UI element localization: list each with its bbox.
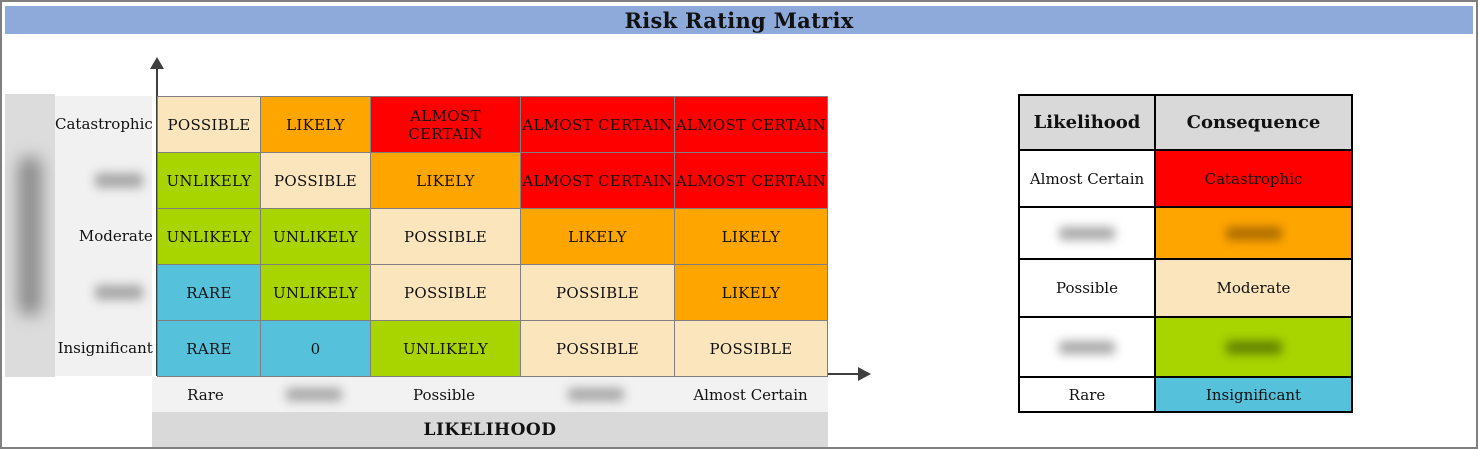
legend-row: Almost Certain Catastrophic <box>1020 151 1351 208</box>
matrix-cell: 0 <box>261 321 370 376</box>
x-axis-title: LIKELIHOOD <box>152 412 828 447</box>
matrix-cell: POSSIBLE <box>521 321 674 376</box>
legend-row <box>1020 208 1351 260</box>
legend-header-consequence: Consequence <box>1156 96 1351 149</box>
legend-likelihood-cell <box>1020 318 1156 376</box>
legend-header-likelihood: Likelihood <box>1020 96 1156 149</box>
y-axis-labels: Catastrophic Moderate Insignificant <box>55 96 153 376</box>
matrix-cell: ALMOST CERTAIN <box>675 153 827 208</box>
x-axis-tick: Rare <box>187 385 224 404</box>
legend-row <box>1020 318 1351 378</box>
x-axis-tick: Almost Certain <box>693 385 808 404</box>
redacted-text <box>1225 340 1282 354</box>
matrix-grid: POSSIBLE LIKELY ALMOST CERTAIN ALMOST CERTA… <box>157 96 828 377</box>
matrix-cell: UNLIKELY <box>261 265 370 320</box>
matrix-cell: RARE <box>158 321 260 376</box>
y-axis-label <box>55 264 158 320</box>
matrix-cell: POSSIBLE <box>521 265 674 320</box>
matrix-cell: UNLIKELY <box>158 153 260 208</box>
legend-consequence-cell: Catastrophic <box>1156 151 1351 206</box>
x-axis-arrow-icon <box>858 367 871 381</box>
y-axis-label <box>55 152 158 208</box>
redacted-text <box>94 284 143 300</box>
page-title: Risk Rating Matrix <box>624 7 854 33</box>
x-axis-tick <box>519 388 673 401</box>
x-axis-ticks: Rare Possible Almost Certain <box>152 377 828 412</box>
y-axis-label: Insignificant <box>57 339 153 357</box>
redacted-text <box>568 388 624 401</box>
matrix-cell: POSSIBLE <box>158 97 260 152</box>
y-axis-label: Moderate <box>78 227 153 245</box>
redacted-text <box>286 388 342 401</box>
matrix-cell: LIKELY <box>521 209 674 264</box>
matrix-cell: POSSIBLE <box>371 265 520 320</box>
legend-table: Likelihood Consequence Almost Certain Cat… <box>1018 94 1353 413</box>
redacted-text <box>1059 340 1115 354</box>
matrix-cell: UNLIKELY <box>158 209 260 264</box>
matrix-cell: LIKELY <box>675 209 827 264</box>
legend-consequence-cell <box>1156 318 1351 376</box>
matrix-cell: POSSIBLE <box>675 321 827 376</box>
consequence-axis-strip <box>5 94 55 377</box>
matrix-cell: RARE <box>158 265 260 320</box>
redacted-text <box>94 172 143 188</box>
legend-consequence-cell <box>1156 208 1351 258</box>
legend-header-row: Likelihood Consequence <box>1020 96 1351 151</box>
x-axis-tick <box>259 388 369 401</box>
redacted-text <box>1225 226 1282 240</box>
legend-likelihood-cell: Almost Certain <box>1020 151 1156 206</box>
matrix-cell: ALMOST CERTAIN <box>675 97 827 152</box>
legend-consequence-cell: Insignificant <box>1156 378 1351 411</box>
matrix-cell: LIKELY <box>261 97 370 152</box>
legend-consequence-cell: Moderate <box>1156 260 1351 316</box>
matrix-cell: ALMOST CERTAIN <box>521 153 674 208</box>
x-axis-tick: Possible <box>413 385 475 404</box>
y-axis-label: Catastrophic <box>55 115 153 133</box>
matrix-cell: UNLIKELY <box>261 209 370 264</box>
matrix-cell: ALMOST CERTAIN <box>371 97 520 152</box>
matrix-cell: LIKELY <box>371 153 520 208</box>
matrix-cell: UNLIKELY <box>371 321 520 376</box>
legend-row: Rare Insignificant <box>1020 378 1351 411</box>
legend-likelihood-cell: Rare <box>1020 378 1156 411</box>
matrix-cell: POSSIBLE <box>261 153 370 208</box>
y-axis-arrow-icon <box>150 57 164 69</box>
redacted-text <box>1059 226 1115 240</box>
matrix-cell: ALMOST CERTAIN <box>521 97 674 152</box>
consequence-axis-label-redacted <box>18 156 42 316</box>
legend-row: Possible Moderate <box>1020 260 1351 318</box>
matrix-cell: LIKELY <box>675 265 827 320</box>
title-bar: Risk Rating Matrix <box>5 6 1473 34</box>
matrix-cell: POSSIBLE <box>371 209 520 264</box>
legend-likelihood-cell: Possible <box>1020 260 1156 316</box>
legend-likelihood-cell <box>1020 208 1156 258</box>
